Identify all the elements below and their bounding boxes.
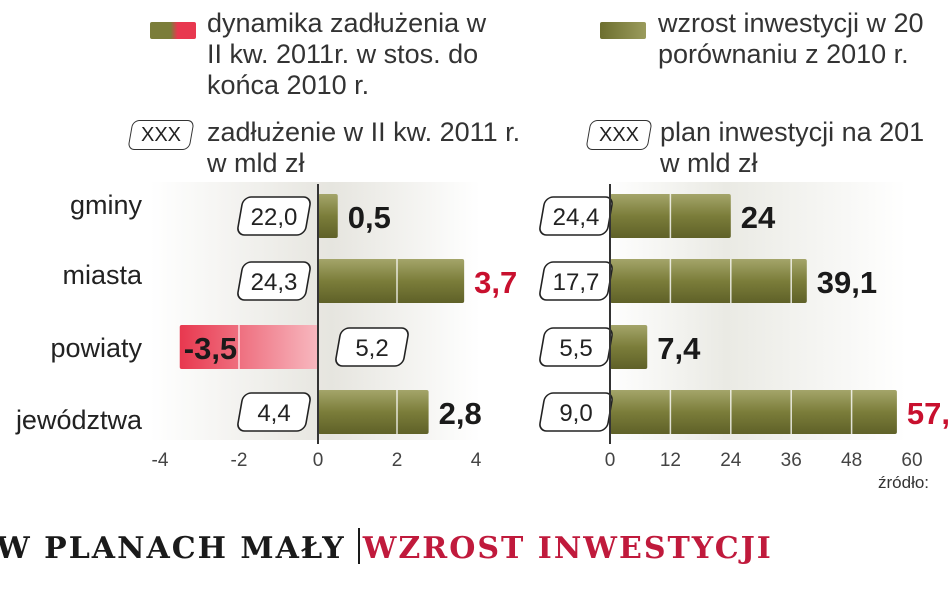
value-label-gminy: 0,5 (348, 200, 391, 235)
legend-label-dynamics: dynamika zadłużenia w II kw. 2011r. w st… (207, 8, 487, 100)
value-label-powiaty: -3,5 (184, 331, 237, 366)
left-chart-background (150, 182, 480, 440)
box-label-gminy: 22,0 (251, 204, 298, 231)
legend-swatch-dynamics (150, 22, 196, 39)
value-label-jew-dztwa: 2,8 (439, 396, 482, 431)
box-gminy: 22,0 (237, 196, 311, 236)
box-gminy: 24,4 (539, 196, 613, 236)
legend-swatch-growth (600, 22, 646, 39)
category-label-gminy: gminy (69, 190, 142, 220)
bar-miasta (318, 259, 465, 303)
left-chart: -4 -2 0 2 4 0,5 22,0 3,7 24,3 -3,5 5,2 2,8 4,4 (152, 184, 517, 471)
category-label-powiaty: powiaty (50, 333, 142, 363)
x-tick-label-60: 60 (901, 450, 922, 471)
box-frame (335, 327, 409, 367)
x-tick-label-0: 0 (605, 450, 616, 471)
box-label-jew-dztwa: 4,4 (257, 400, 290, 427)
box-miasta: 24,3 (237, 261, 311, 301)
x-tick-label-4: 4 (471, 450, 482, 471)
box-frame (237, 196, 311, 236)
legend-label-plan: plan inwestycji na 201 w mld zł (660, 117, 925, 178)
box-miasta: 17,7 (539, 261, 613, 301)
box-frame (237, 261, 311, 301)
box-label-powiaty: 5,5 (559, 335, 592, 362)
box-label-powiaty: 5,2 (355, 335, 388, 362)
source-label: źródło: (878, 473, 930, 492)
bar-powiaty (179, 325, 318, 369)
bar-powiaty (610, 325, 648, 369)
bar-jew-dztwa (610, 390, 897, 434)
box-jew-dztwa: 4,4 (237, 392, 311, 432)
headline-part-2: WZROST INWESTYCJI (362, 531, 773, 566)
value-label-miasta: 39,1 (817, 265, 877, 300)
value-label-miasta: 3,7 (474, 265, 517, 300)
legend-label-debt: zadłużenie w II kw. 2011 r. w mld zł (207, 117, 521, 178)
x-tick-label-48: 48 (841, 450, 862, 471)
value-label-gminy: 24 (741, 200, 776, 235)
value-label-powiaty: 7,4 (657, 331, 701, 366)
headline-part-1: W PLANACH MAŁY (0, 531, 346, 566)
legend-label-growth: wzrost inwestycji w 20 porównaniu z 2010… (658, 8, 924, 69)
x-tick-label--4: -4 (152, 450, 169, 471)
box-powiaty: 5,2 (335, 327, 409, 367)
value-label-jew-dztwa: 57, (907, 396, 948, 431)
x-tick-label-2: 2 (392, 450, 403, 471)
x-tick-label--2: -2 (231, 450, 248, 471)
box-label-miasta: 17,7 (553, 269, 600, 296)
x-tick-label-0: 0 (313, 450, 324, 471)
bar-gminy (318, 194, 338, 238)
category-label-wojewodztwa: jewództwa (15, 405, 142, 435)
right-chart: 0 12 24 36 48 60 24 24,4 39,1 17,7 7,4 5,5 57, 9,0 (539, 184, 948, 471)
box-powiaty: 5,5 (539, 327, 613, 367)
box-frame (237, 392, 311, 432)
x-tick-label-12: 12 (660, 450, 681, 471)
headline: W PLANACH MAŁY WZROST INWESTYCJI (0, 528, 773, 566)
x-tick-label-36: 36 (781, 450, 802, 471)
bar-jew-dztwa (318, 390, 429, 434)
box-label-gminy: 24,4 (553, 204, 600, 231)
category-label-miasta: miasta (62, 260, 142, 290)
box-jew-dztwa: 9,0 (539, 392, 613, 432)
headline-divider (357, 528, 360, 564)
bar-miasta (610, 259, 807, 303)
x-tick-label-24: 24 (720, 450, 742, 471)
box-label-miasta: 24,3 (251, 269, 298, 296)
box-label-jew-dztwa: 9,0 (559, 400, 592, 427)
